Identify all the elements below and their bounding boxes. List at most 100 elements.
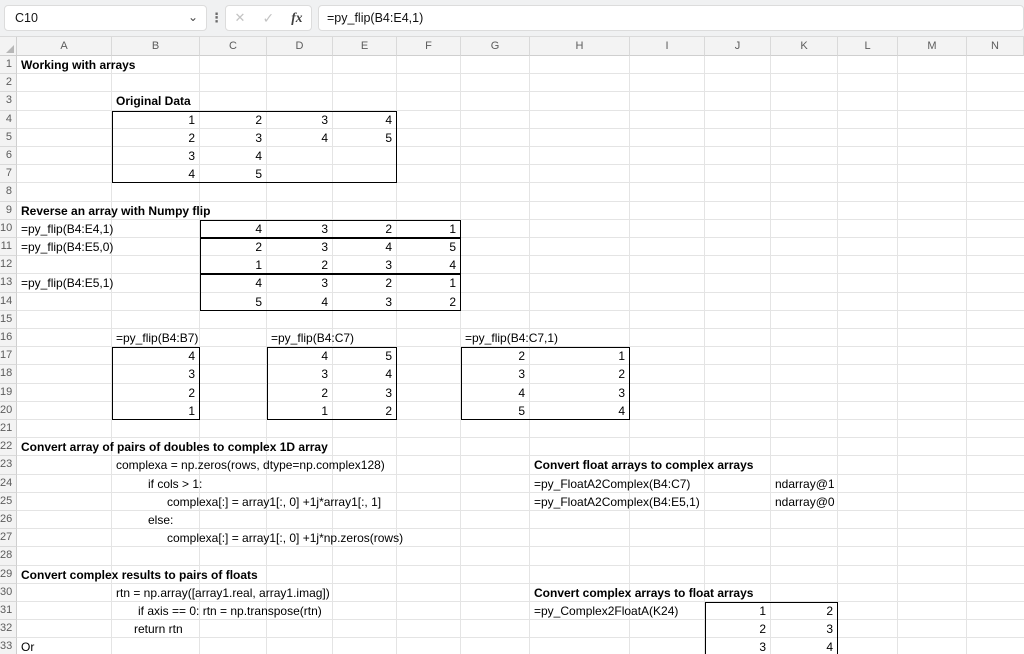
cell-K24[interactable]: ndarray@1 — [775, 476, 835, 491]
column-header-A[interactable]: A — [17, 37, 112, 56]
column-header-H[interactable]: H — [530, 37, 630, 56]
cell-E12[interactable]: 3 — [385, 258, 392, 273]
row-header-25[interactable]: 25 — [0, 492, 17, 511]
cell-H30[interactable]: Convert complex arrays to float arrays — [534, 585, 754, 600]
cell-B17[interactable]: 4 — [188, 349, 195, 364]
row-header-20[interactable]: 20 — [0, 401, 17, 420]
insert-function-icon[interactable]: fx — [291, 10, 303, 25]
cell-C5[interactable]: 3 — [255, 130, 262, 145]
column-header-D[interactable]: D — [267, 37, 333, 56]
cell-E4[interactable]: 4 — [385, 112, 392, 127]
row-header-26[interactable]: 26 — [0, 511, 17, 530]
cell-B30[interactable]: rtn = np.array([array1.real, array1.imag… — [116, 585, 330, 600]
cell-A22[interactable]: Convert array of pairs of doubles to com… — [21, 440, 328, 455]
cell-G20[interactable]: 5 — [518, 403, 525, 418]
cell-E19[interactable]: 3 — [385, 385, 392, 400]
cell-B32[interactable]: return rtn — [134, 622, 183, 637]
name-box[interactable]: C10 ⌄ — [4, 5, 207, 31]
row-header-31[interactable]: 31 — [0, 602, 17, 621]
cell-B25[interactable]: complexa[:] = array1[:, 0] +1j*array1[:,… — [167, 494, 382, 509]
row-header-2[interactable]: 2 — [0, 74, 17, 93]
cell-D10[interactable]: 3 — [321, 221, 328, 236]
row-header-22[interactable]: 22 — [0, 438, 17, 457]
cell-E17[interactable]: 5 — [385, 349, 392, 364]
column-header-E[interactable]: E — [333, 37, 397, 56]
cell-B31[interactable]: if axis == 0: rtn = np.transpose(rtn) — [138, 604, 322, 618]
cell-F10[interactable]: 1 — [449, 221, 456, 236]
cell-D20[interactable]: 1 — [321, 403, 328, 418]
column-header-C[interactable]: C — [200, 37, 267, 56]
cell-C11[interactable]: 2 — [255, 240, 262, 254]
cell-B7[interactable]: 4 — [188, 167, 195, 182]
cell-A9[interactable]: Reverse an array with Numpy flip — [21, 203, 211, 218]
cell-B16[interactable]: =py_flip(B4:B7) — [116, 331, 199, 345]
cell-B23[interactable]: complexa = np.zeros(rows, dtype=np.compl… — [116, 458, 385, 473]
cell-A10[interactable]: =py_flip(B4:E4,1) — [21, 221, 114, 236]
column-header-I[interactable]: I — [630, 37, 705, 56]
column-header-K[interactable]: K — [771, 37, 838, 56]
cell-C4[interactable]: 2 — [255, 112, 262, 127]
cell-K25[interactable]: ndarray@0 — [775, 494, 835, 509]
row-header-14[interactable]: 14 — [0, 292, 17, 311]
cell-H17[interactable]: 1 — [618, 349, 625, 364]
cell-K33[interactable]: 4 — [826, 640, 833, 654]
cell-B4[interactable]: 1 — [188, 112, 195, 127]
row-header-23[interactable]: 23 — [0, 456, 17, 475]
cell-H20[interactable]: 4 — [618, 403, 625, 418]
cell-E10[interactable]: 2 — [385, 221, 392, 236]
cell-D14[interactable]: 4 — [321, 294, 328, 309]
cell-A33[interactable]: Or — [21, 640, 35, 654]
cell-H24[interactable]: =py_FloatA2Complex(B4:C7) — [534, 476, 691, 491]
cell-F12[interactable]: 4 — [449, 258, 456, 273]
cell-F11[interactable]: 5 — [449, 240, 456, 254]
row-header-4[interactable]: 4 — [0, 110, 17, 129]
row-header-1[interactable]: 1 — [0, 56, 17, 75]
cell-B5[interactable]: 2 — [188, 130, 195, 145]
cell-C6[interactable]: 4 — [255, 149, 262, 163]
cell-B26[interactable]: else: — [148, 513, 174, 527]
cell-E20[interactable]: 2 — [385, 403, 392, 418]
column-header-M[interactable]: M — [898, 37, 967, 56]
cell-A11[interactable]: =py_flip(B4:E5,0) — [21, 240, 114, 254]
row-header-13[interactable]: 13 — [0, 274, 17, 293]
cell-D11[interactable]: 3 — [321, 240, 328, 254]
cell-H18[interactable]: 2 — [618, 367, 625, 382]
cell-B20[interactable]: 1 — [188, 403, 195, 418]
cell-A29[interactable]: Convert complex results to pairs of floa… — [21, 567, 258, 582]
cell-A13[interactable]: =py_flip(B4:E5,1) — [21, 276, 114, 291]
row-header-8[interactable]: 8 — [0, 183, 17, 202]
cell-D18[interactable]: 3 — [321, 367, 328, 382]
cell-J31[interactable]: 1 — [759, 604, 766, 618]
cell-B19[interactable]: 2 — [188, 385, 195, 400]
cell-D16[interactable]: =py_flip(B4:C7) — [271, 331, 355, 345]
cell-C13[interactable]: 4 — [255, 276, 262, 291]
cell-C14[interactable]: 5 — [255, 294, 262, 309]
cell-J33[interactable]: 3 — [759, 640, 766, 654]
row-header-17[interactable]: 17 — [0, 347, 17, 366]
cell-D4[interactable]: 3 — [321, 112, 328, 127]
cell-H25[interactable]: =py_FloatA2Complex(B4:E5,1) — [534, 494, 700, 509]
cell-D12[interactable]: 2 — [321, 258, 328, 273]
row-header-16[interactable]: 16 — [0, 329, 17, 348]
row-header-12[interactable]: 12 — [0, 256, 17, 275]
row-header-7[interactable]: 7 — [0, 165, 17, 184]
cell-D17[interactable]: 4 — [321, 349, 328, 364]
row-header-19[interactable]: 19 — [0, 383, 17, 402]
cancel-icon[interactable]: ✕ — [234, 10, 246, 25]
cell-D13[interactable]: 3 — [321, 276, 328, 291]
confirm-icon[interactable]: ✓ — [262, 9, 275, 26]
cell-C10[interactable]: 4 — [255, 221, 262, 236]
row-header-6[interactable]: 6 — [0, 147, 17, 166]
column-header-G[interactable]: G — [461, 37, 530, 56]
column-header-L[interactable]: L — [838, 37, 898, 56]
column-header-J[interactable]: J — [705, 37, 771, 56]
row-header-28[interactable]: 28 — [0, 547, 17, 566]
row-header-27[interactable]: 27 — [0, 529, 17, 548]
cell-K31[interactable]: 2 — [826, 604, 833, 618]
select-all-button[interactable] — [0, 37, 17, 56]
column-header-N[interactable]: N — [967, 37, 1024, 56]
cell-E11[interactable]: 4 — [385, 240, 392, 254]
row-header-33[interactable]: 33 — [0, 638, 17, 654]
cell-F13[interactable]: 1 — [449, 276, 456, 291]
cell-E14[interactable]: 3 — [385, 294, 392, 309]
